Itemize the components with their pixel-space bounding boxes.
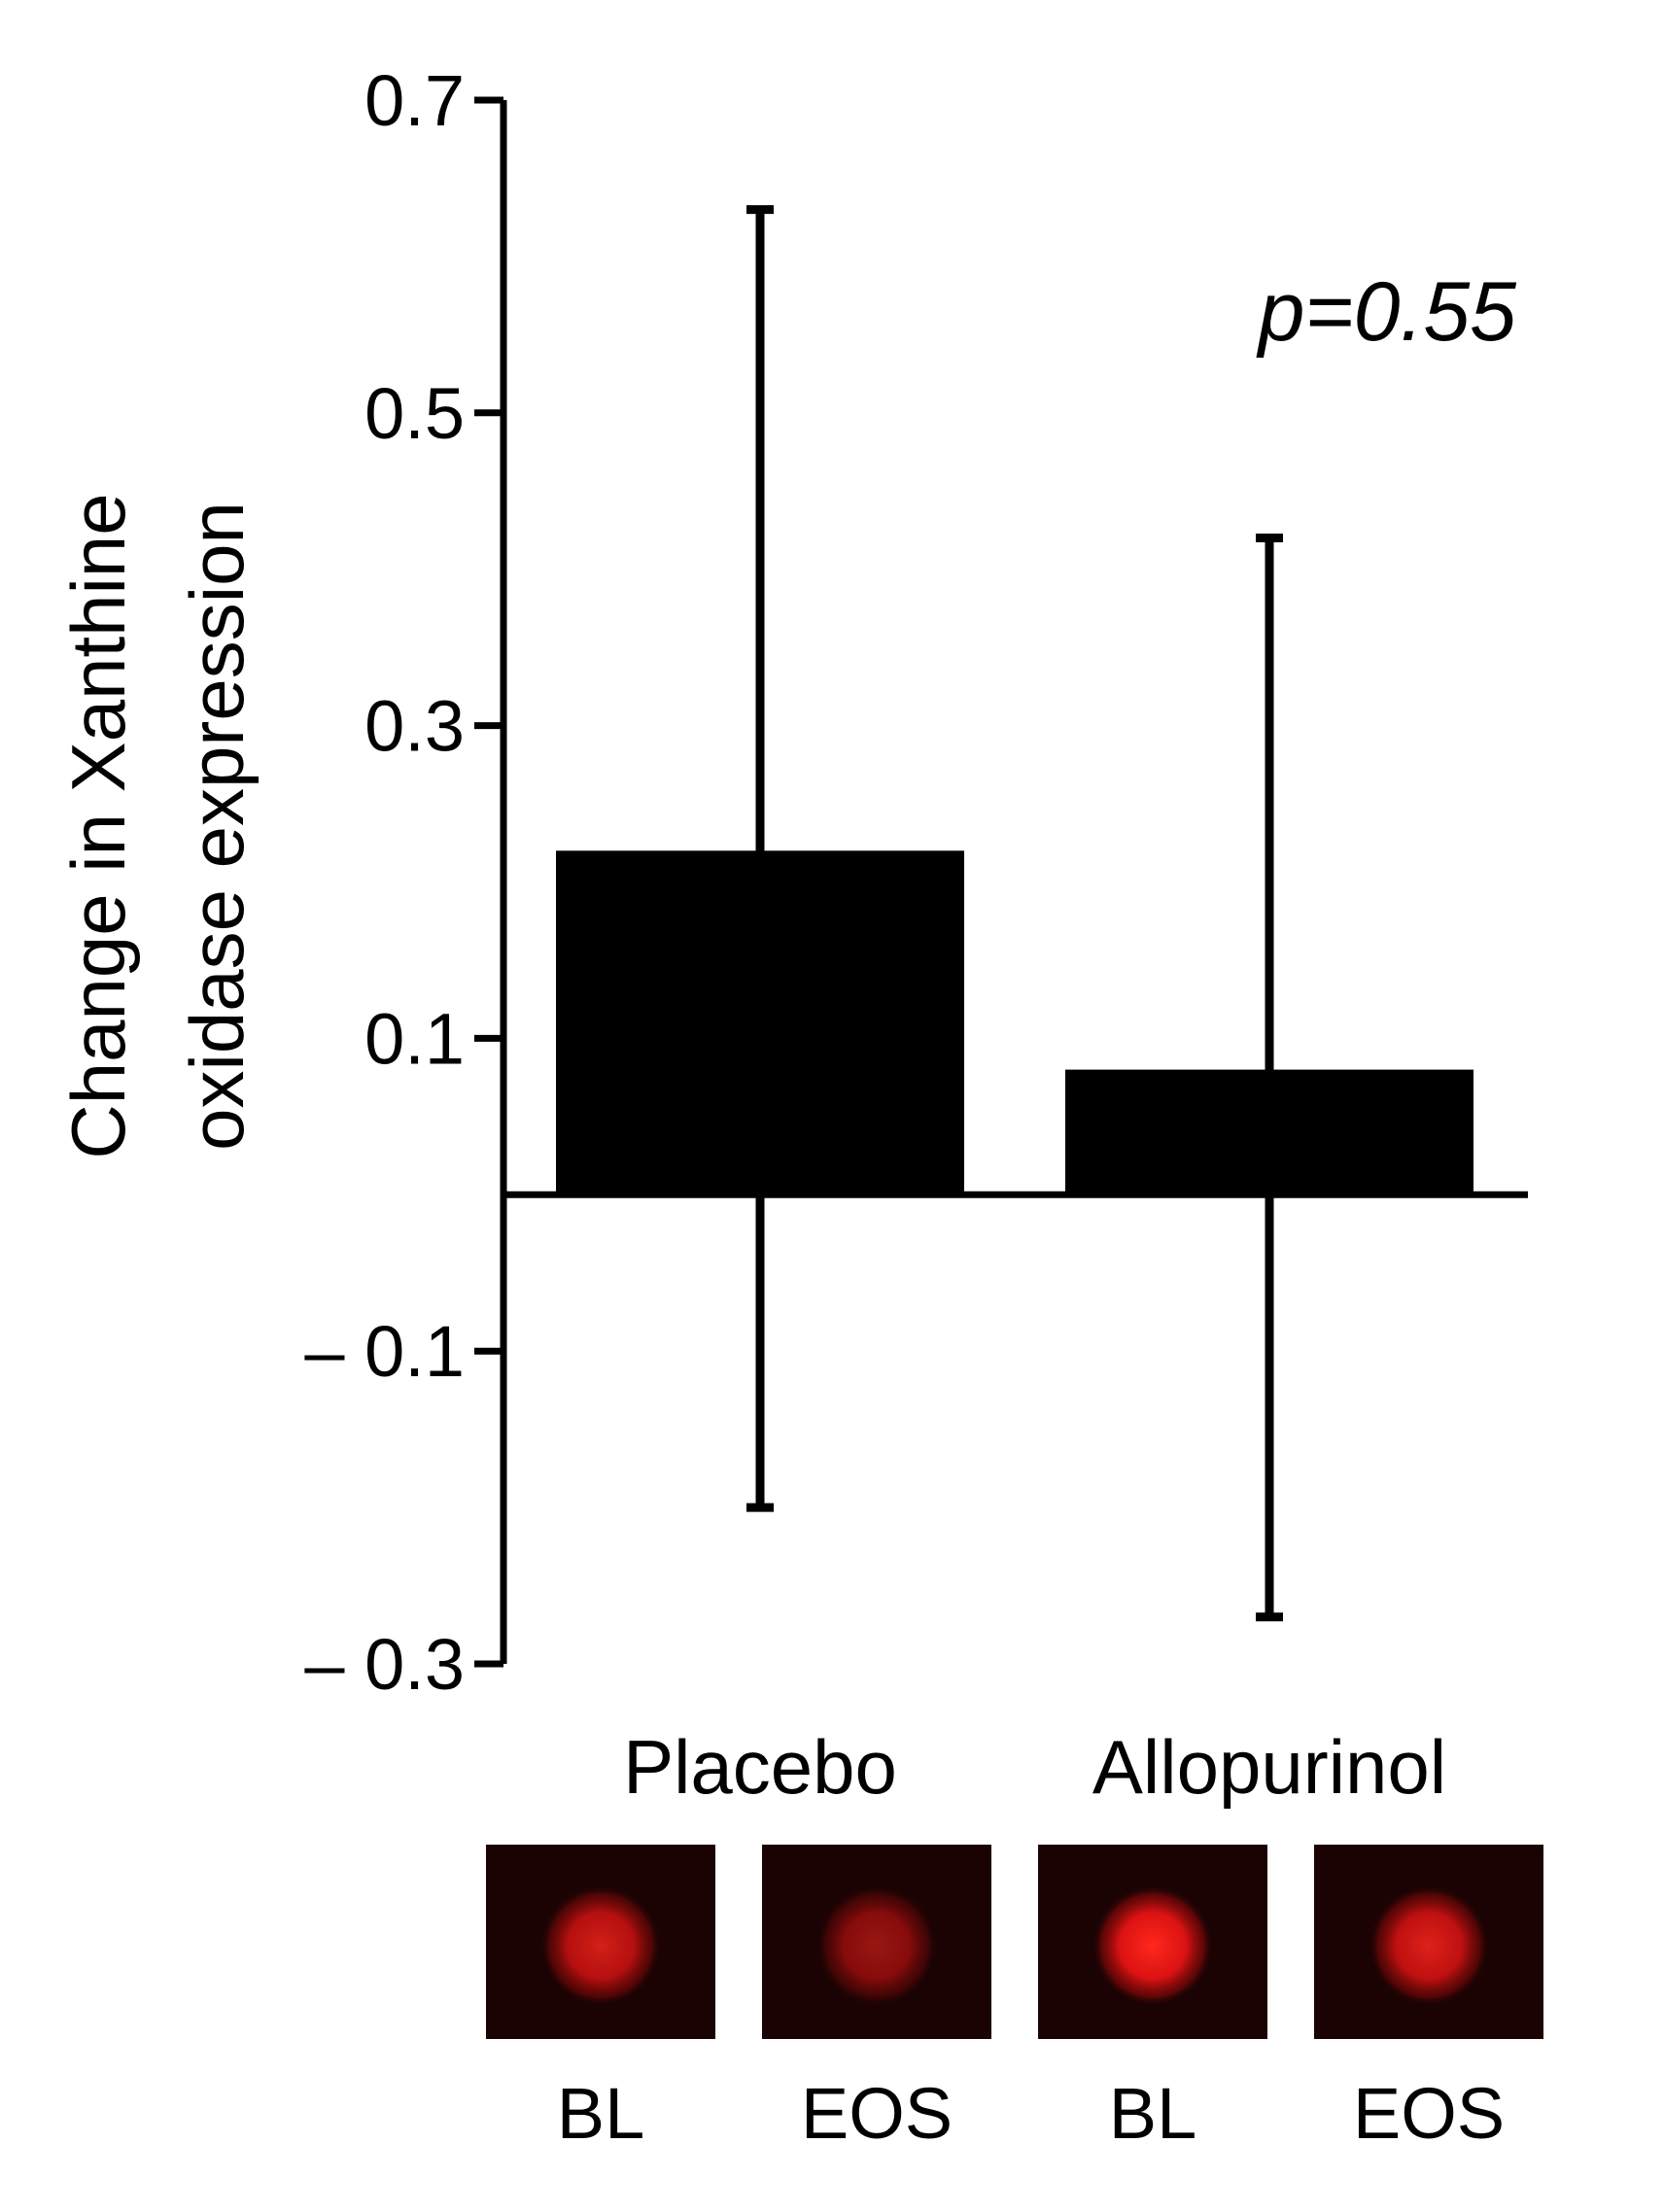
microscopy-panels: BL EOS BL EOS [486, 1845, 1543, 2154]
y-axis-ticks: 0.7 0.5 0.3 0.1 – 0.1 – 0.3 [304, 60, 503, 1705]
image-label: BL [1109, 2073, 1197, 2154]
bars [556, 850, 1473, 1195]
cell-signal [816, 1885, 937, 2006]
category-label: Placebo [623, 1724, 897, 1810]
y-tick-label: 0.1 [364, 998, 465, 1079]
y-tick-label: 0.3 [364, 686, 465, 767]
category-labels: Placebo Allopurinol [623, 1724, 1446, 1810]
cell-signal [540, 1885, 661, 2006]
y-tick-label: – 0.1 [304, 1311, 465, 1392]
image-label: EOS [1353, 2073, 1505, 2154]
image-label: BL [557, 2073, 645, 2154]
cell-signal [1369, 1885, 1489, 2006]
y-axis-title-line-1: Change in Xanthine [55, 493, 141, 1158]
error-bars [746, 205, 1283, 1622]
y-axis-title-line-2: oxidase expression [174, 501, 260, 1151]
category-label: Allopurinol [1092, 1724, 1446, 1810]
y-axis-title: Change in Xanthine oxidase expression [55, 493, 260, 1158]
image-label: EOS [801, 2073, 953, 2154]
y-tick-label: 0.5 [364, 373, 465, 454]
y-tick-label: – 0.3 [304, 1624, 465, 1705]
y-tick-label: 0.7 [364, 60, 465, 141]
p-value-annotation: p=0.55 [1256, 265, 1518, 359]
cell-signal [1092, 1885, 1213, 2006]
